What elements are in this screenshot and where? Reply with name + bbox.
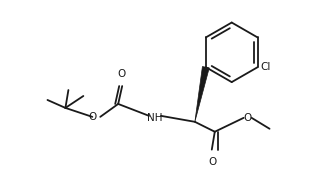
Text: O: O bbox=[88, 112, 96, 122]
Text: O: O bbox=[117, 69, 125, 79]
Text: O: O bbox=[209, 156, 217, 166]
Text: O: O bbox=[244, 113, 252, 123]
Polygon shape bbox=[195, 66, 209, 122]
Text: Cl: Cl bbox=[260, 62, 271, 72]
Text: NH: NH bbox=[147, 113, 163, 123]
